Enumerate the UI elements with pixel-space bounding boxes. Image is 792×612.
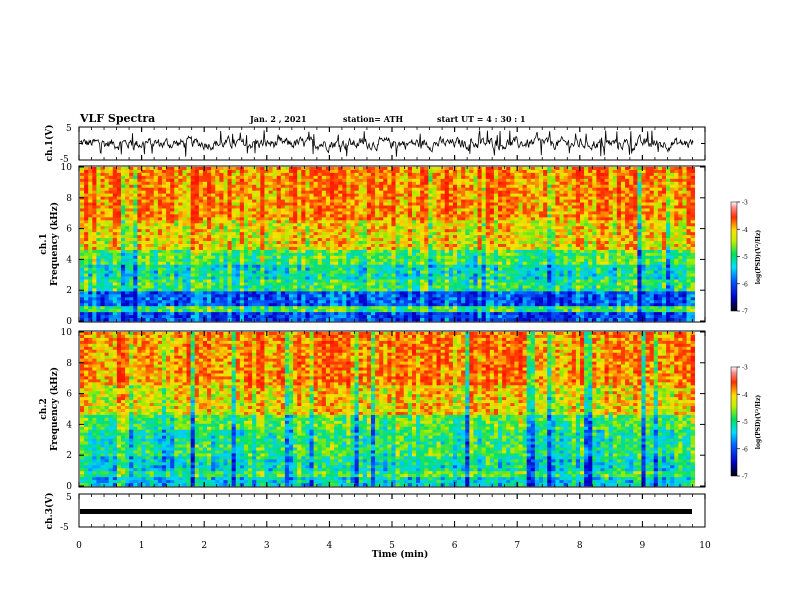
spec1-ytick-label: 8 — [66, 194, 72, 204]
x-axis-ticks: 0 1 2 3 4 5 6 7 8 9 10 — [76, 521, 711, 551]
ch1-waveform-panel: 5 -5 ch.1(V) — [44, 124, 706, 165]
ch2-spectrogram-image — [80, 332, 696, 487]
ch3-waveform-panel: 5 -5 ch.3(V) 0 1 2 3 4 5 6 7 8 9 10 Time (min) — [44, 493, 711, 560]
colorbar-tick-label: -6 — [742, 281, 748, 288]
x-tick-label: 2 — [201, 541, 207, 551]
ch2-spectrogram-panel: 0 2 4 6 8 10 ch.2 Frequency (kHz) — [39, 328, 706, 492]
panel-boundary-ticks — [78, 127, 706, 499]
spec2-ytick-label: 4 — [66, 420, 72, 430]
ch3-ytick-top: 5 — [66, 493, 72, 503]
ch3-ytick-bottom: -5 — [60, 523, 69, 533]
colorbar-tick-label: -4 — [742, 392, 748, 399]
colorbar-tick-label: -4 — [742, 227, 748, 234]
x-tick-label: 10 — [699, 541, 711, 551]
ch1-spec-ylabel-channel: ch.1 — [39, 233, 49, 254]
x-tick-label: 9 — [640, 541, 646, 551]
colorbar-tick-label: -6 — [742, 446, 748, 453]
spec1-ytick-label: 2 — [66, 286, 72, 296]
ch1-ylabel: ch.1(V) — [44, 125, 55, 162]
colorbar-tick-label: -7 — [742, 474, 748, 481]
x-axis-label: Time (min) — [372, 549, 429, 560]
ch1-colorbar-label: log(PSD)(V²/Hz) — [755, 230, 762, 285]
ch3-ylabel: ch.3(V) — [44, 493, 55, 530]
ch3-waveform-line — [80, 509, 692, 514]
x-tick-label: 6 — [452, 541, 458, 551]
ch2-colorbar-label: log(PSD)(V²/Hz) — [755, 395, 762, 450]
ch1-spectrogram-image — [80, 167, 696, 322]
station-label: station= ATH — [343, 114, 403, 124]
colorbar-tick-label: -3 — [742, 200, 748, 207]
date-label: Jan. 2 , 2021 — [249, 114, 307, 124]
spec1-ytick-label: 6 — [66, 225, 72, 235]
start-time-label: start UT = 4 : 30 : 1 — [437, 114, 526, 124]
x-tick-label: 0 — [76, 541, 82, 551]
spec2-ytick-label: 2 — [66, 451, 72, 461]
spec2-ytick-label: 0 — [66, 482, 72, 492]
spec2-ytick-label: 6 — [66, 390, 72, 400]
spec2-ytick-label: 8 — [66, 359, 72, 369]
ch1-ytick-bottom: -5 — [60, 155, 69, 165]
colorbar-tick-label: -3 — [742, 365, 748, 372]
ch1-spec-ylabel: Frequency (kHz) — [49, 202, 60, 286]
ch2-spec-ylabel: Frequency (kHz) — [49, 367, 60, 451]
ch2-spec-ylabel-channel: ch.2 — [39, 398, 49, 419]
colorbar-tick-label: -5 — [742, 254, 748, 261]
ch1-ytick-top: 5 — [66, 124, 72, 134]
x-tick-label: 8 — [577, 541, 583, 551]
ch2-colorbar: -3 -4 -5 -6 -7 log(PSD)(V²/Hz) — [730, 365, 762, 481]
ch1-spectrogram-panel: 0 2 4 6 8 10 ch.1 Frequency (kHz) — [39, 163, 706, 327]
x-tick-label: 1 — [139, 541, 145, 551]
spec1-ytick-label: 0 — [66, 317, 72, 327]
x-tick-label: 3 — [264, 541, 270, 551]
figure-title: VLF Spectra — [79, 112, 155, 125]
ch1-colorbar: -3 -4 -5 -6 -7 log(PSD)(V²/Hz) — [730, 200, 762, 316]
spec2-ytick-label: 10 — [61, 328, 73, 338]
spec1-ytick-label: 10 — [61, 163, 73, 173]
spec1-ytick-label: 4 — [66, 255, 72, 265]
colorbar-tick-label: -7 — [742, 309, 748, 316]
x-tick-label: 7 — [514, 541, 520, 551]
x-tick-label: 5 — [389, 541, 395, 551]
x-tick-label: 4 — [327, 541, 333, 551]
colorbar-tick-label: -5 — [742, 419, 748, 426]
ch1-waveform-line — [79, 130, 694, 157]
